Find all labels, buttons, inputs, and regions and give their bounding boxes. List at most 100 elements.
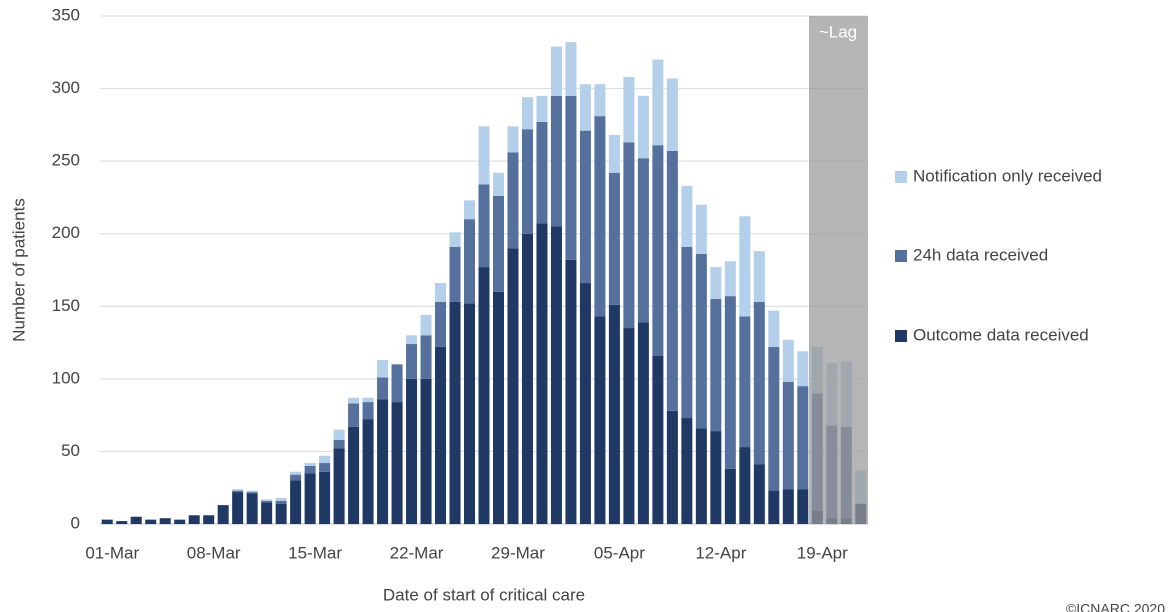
bar-segment xyxy=(319,455,331,464)
bar-segment xyxy=(391,364,403,403)
bar-segment xyxy=(724,296,736,469)
bar-segment xyxy=(536,223,548,524)
legend-label: Notification only received xyxy=(913,166,1102,185)
bar-segment xyxy=(666,78,678,151)
bar-segment xyxy=(550,226,562,524)
bar-segment xyxy=(232,489,244,491)
bar-segment xyxy=(594,84,606,117)
bar-segment xyxy=(275,500,287,504)
bar-segment xyxy=(232,490,244,493)
bar-segment xyxy=(435,346,447,524)
bar-segment xyxy=(304,465,316,474)
bar-segment xyxy=(695,428,707,524)
bar-segment xyxy=(377,399,389,524)
bar-segment xyxy=(333,439,345,449)
lag-region xyxy=(809,16,868,524)
bar-segment xyxy=(246,493,258,524)
bar-segment xyxy=(377,377,389,400)
bar-segment xyxy=(275,503,287,524)
x-tick-label: 05-Apr xyxy=(594,543,645,562)
y-tick-label: 300 xyxy=(52,78,80,97)
x-tick-label: 22-Mar xyxy=(390,543,444,562)
bar-segment xyxy=(420,335,432,379)
bar-segment xyxy=(246,492,258,494)
bar-segment xyxy=(406,344,418,379)
bar-segment xyxy=(464,219,476,304)
bar-segment xyxy=(290,471,302,475)
bar-segment xyxy=(768,310,780,347)
bar-segment xyxy=(348,403,360,427)
bar-segment xyxy=(304,473,316,524)
bar-segment xyxy=(449,301,461,524)
bar-segment xyxy=(492,172,504,196)
bar-segment xyxy=(536,121,548,224)
bar-segment xyxy=(710,431,722,524)
bar-segment xyxy=(261,499,273,501)
bar-segment xyxy=(652,355,664,524)
bar-segment xyxy=(681,418,693,524)
bar-segment xyxy=(681,185,693,247)
bar-segment xyxy=(782,339,794,382)
bar-segment xyxy=(637,158,649,323)
legend-label: Outcome data received xyxy=(913,325,1089,344)
bar-segment xyxy=(464,200,476,220)
bar-segment xyxy=(739,216,751,317)
bar-segment xyxy=(101,519,113,524)
bar-segment xyxy=(333,448,345,524)
bar-segment xyxy=(464,303,476,524)
bar-segment xyxy=(377,359,389,378)
x-tick-label: 01-Mar xyxy=(85,543,139,562)
bar-segment xyxy=(319,463,331,472)
bar-segment xyxy=(203,515,215,524)
bar-segment xyxy=(478,184,490,268)
bar-segment xyxy=(623,328,635,524)
bar-segment xyxy=(130,516,142,524)
y-tick-label: 150 xyxy=(52,296,80,315)
bar-segment xyxy=(232,492,244,524)
legend-swatch xyxy=(895,250,907,262)
bar-segment xyxy=(623,142,635,329)
bar-segment xyxy=(637,95,649,159)
bar-segment xyxy=(217,505,229,524)
bar-segment xyxy=(449,246,461,302)
bar-segment xyxy=(753,464,765,524)
bar-segment xyxy=(362,397,374,403)
bar-segment xyxy=(391,402,403,524)
bar-segment xyxy=(710,267,722,300)
bar-segment xyxy=(290,480,302,524)
bar-segment xyxy=(159,518,171,524)
bar-segment xyxy=(666,150,678,411)
bar-segment xyxy=(290,474,302,481)
bar-segment xyxy=(362,419,374,524)
bar-segment xyxy=(724,468,736,524)
bar-segment xyxy=(797,351,809,387)
legend-swatch xyxy=(895,171,907,183)
bar-segment xyxy=(695,254,707,429)
bar-segment xyxy=(174,519,186,524)
bar-segment xyxy=(666,410,678,524)
bar-segment xyxy=(246,490,258,493)
bar-segment xyxy=(623,76,635,143)
bar-segment xyxy=(579,283,591,524)
legend: Outcome data received 24h data received No… xyxy=(895,166,1102,344)
bar-segment xyxy=(782,489,794,524)
bar-segment xyxy=(304,463,316,466)
bar-segment xyxy=(710,299,722,432)
y-tick-label: 0 xyxy=(71,513,80,532)
x-tick-label: 08-Mar xyxy=(187,543,241,562)
bar-segment xyxy=(521,233,533,524)
bar-segment xyxy=(579,130,591,284)
bar-segment xyxy=(608,304,620,524)
bar-segment xyxy=(739,316,751,448)
bar-segment xyxy=(536,95,548,122)
bar-segment xyxy=(695,204,707,255)
bar-segment xyxy=(507,248,519,524)
bar-segment xyxy=(348,426,360,524)
bar-segment xyxy=(652,145,664,356)
bar-segment xyxy=(797,489,809,524)
bar-segment xyxy=(420,378,432,524)
bar-segment xyxy=(507,126,519,153)
y-axis-label: Number of patients xyxy=(9,198,28,342)
bar-segment xyxy=(652,59,664,146)
